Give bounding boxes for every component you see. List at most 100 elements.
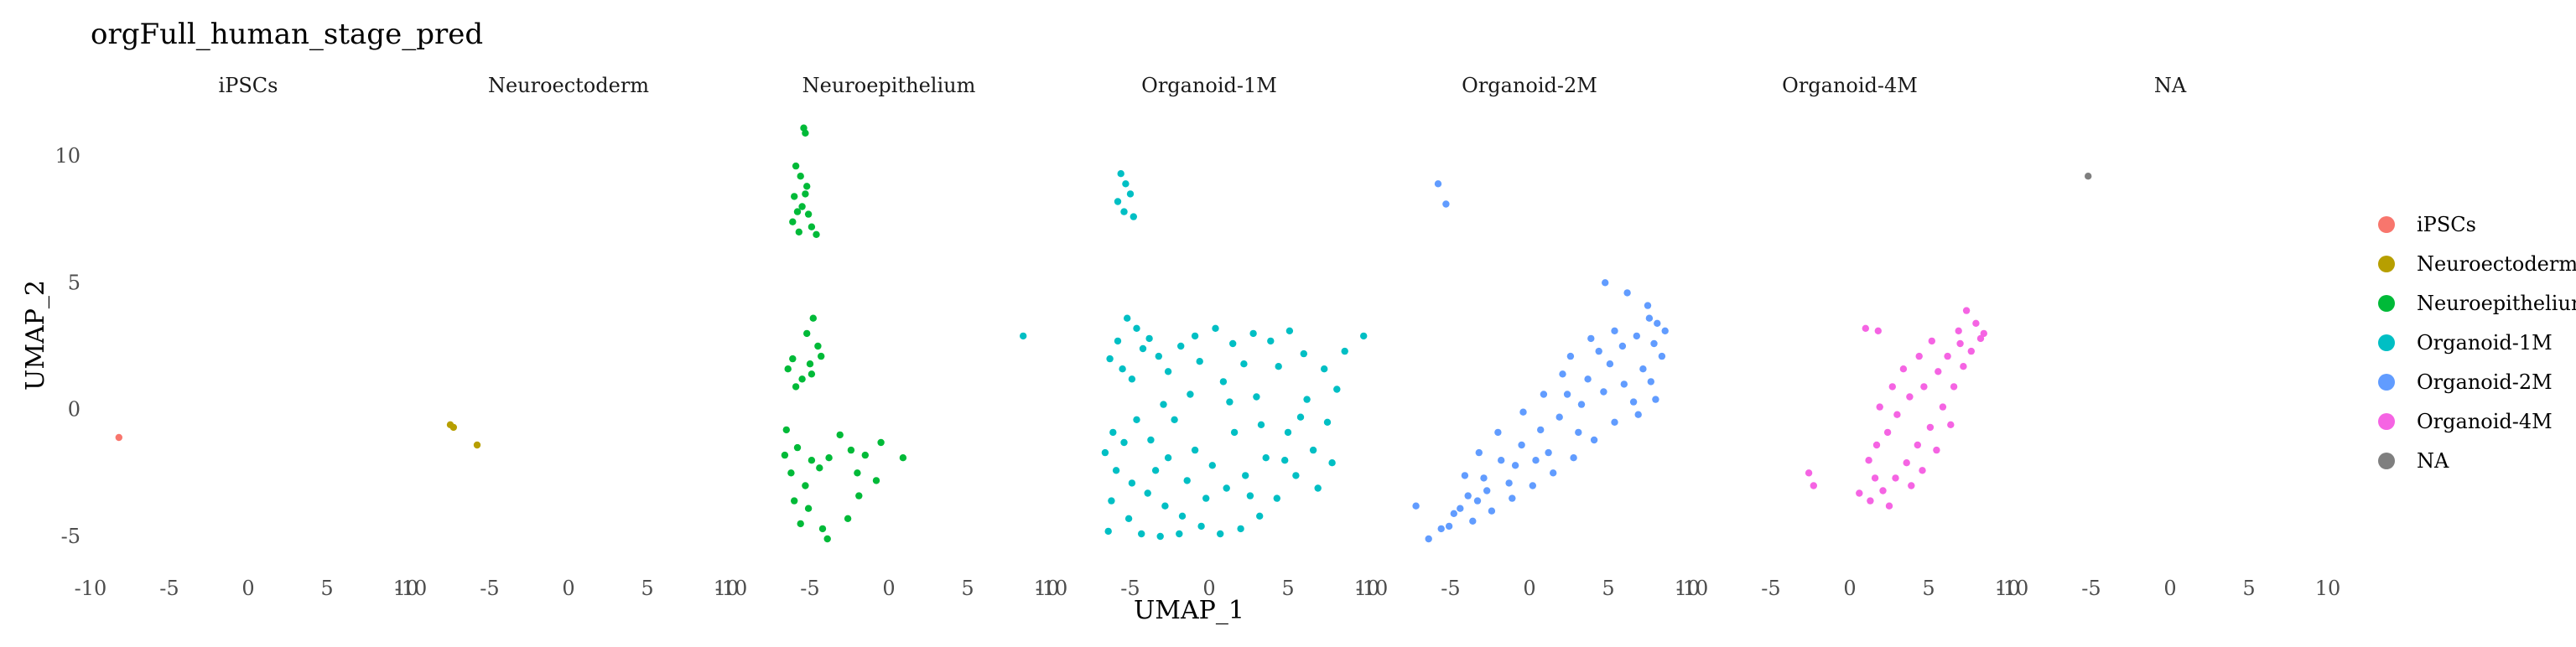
- data-point: [1865, 457, 1872, 464]
- data-point: [814, 342, 822, 350]
- data-point: [1892, 474, 1899, 482]
- data-point: [802, 482, 809, 489]
- data-point: [1856, 489, 1863, 497]
- data-point: [1253, 393, 1260, 401]
- legend-key: [2378, 453, 2395, 469]
- data-point: [1644, 302, 1652, 309]
- data-point: [802, 190, 809, 198]
- data-point: [797, 520, 804, 528]
- data-point: [1919, 467, 1926, 474]
- data-point: [1461, 472, 1469, 479]
- data-point: [1871, 474, 1879, 482]
- data-point: [1256, 512, 1264, 520]
- data-point: [1124, 314, 1131, 322]
- data-point: [1874, 327, 1882, 334]
- data-point: [1647, 378, 1655, 386]
- data-point: [1862, 324, 1869, 332]
- data-point: [1661, 327, 1669, 334]
- data-point: [899, 454, 907, 462]
- data-point: [1120, 438, 1128, 447]
- data-point: [1160, 401, 1167, 408]
- data-point: [1537, 426, 1545, 434]
- data-point: [1980, 329, 1987, 338]
- data-point: [1883, 428, 1892, 437]
- data-point: [1273, 494, 1281, 502]
- data-point: [1559, 370, 1566, 378]
- data-point: [1962, 307, 1971, 314]
- data-point: [1652, 396, 1659, 403]
- data-point: [855, 492, 863, 499]
- data-point: [1341, 347, 1348, 355]
- x-tick-label: 10: [714, 577, 740, 600]
- data-point: [795, 228, 802, 236]
- data-point: [1226, 398, 1233, 406]
- data-point: [1511, 462, 1519, 469]
- data-point: [1928, 337, 1935, 345]
- facet-labels: iPSCs Neuroectoderm Neuroepithelium Organoi…: [219, 74, 2187, 97]
- data-point: [816, 464, 823, 472]
- data-point: [1171, 416, 1178, 423]
- data-point: [2085, 173, 2092, 180]
- data-point: [1555, 413, 1563, 421]
- x-tick-label: -5: [1120, 577, 1140, 600]
- data-point: [1191, 446, 1199, 454]
- data-point: [1151, 467, 1160, 474]
- x-tick-label: 5: [1922, 577, 1935, 600]
- data-point: [1899, 365, 1908, 373]
- data-point: [1545, 448, 1552, 457]
- x-tick-label: -5: [480, 577, 499, 600]
- data-point: [1450, 510, 1458, 517]
- x-tick-label: 0: [1843, 577, 1856, 600]
- data-point: [1584, 375, 1592, 383]
- data-point: [1208, 462, 1217, 469]
- data-point: [818, 525, 827, 533]
- data-point: [1212, 324, 1219, 332]
- x-tick-label: 0: [882, 577, 895, 600]
- data-point: [1955, 327, 1962, 334]
- data-point: [1483, 487, 1491, 494]
- data-point: [1867, 497, 1874, 505]
- data-point: [1267, 337, 1275, 345]
- x-tick-label: -10: [715, 577, 748, 600]
- data-point: [1246, 492, 1254, 499]
- data-point: [854, 469, 861, 477]
- data-point: [1237, 525, 1244, 533]
- data-point: [1645, 314, 1654, 322]
- legend-key: [2378, 413, 2395, 430]
- data-point: [808, 223, 816, 230]
- data-point: [1425, 535, 1432, 543]
- facet-label-5: Organoid-4M: [1782, 74, 1918, 97]
- facet-label-1: Neuroectoderm: [488, 74, 649, 97]
- data-point: [791, 497, 798, 505]
- data-point: [1106, 355, 1114, 363]
- data-point: [1442, 200, 1450, 208]
- data-point: [825, 454, 833, 462]
- data-point: [1114, 337, 1122, 345]
- data-point: [1563, 391, 1571, 398]
- data-point: [792, 383, 800, 391]
- data-point: [1464, 492, 1472, 499]
- data-point: [793, 443, 802, 452]
- data-point: [781, 451, 789, 459]
- y-tick-label: 0: [68, 398, 80, 422]
- data-point: [1202, 494, 1210, 502]
- data-point: [803, 329, 811, 338]
- x-tick-label: 10: [1675, 577, 1701, 600]
- data-point: [1124, 515, 1133, 522]
- data-point: [793, 208, 802, 215]
- data-point: [1888, 383, 1896, 391]
- data-point: [1926, 423, 1935, 432]
- x-tick-label: 5: [1281, 577, 1294, 600]
- data-point: [1275, 363, 1282, 370]
- data-point: [1587, 334, 1595, 343]
- data-point: [1104, 527, 1112, 536]
- data-point: [449, 423, 457, 432]
- data-point: [1606, 360, 1614, 368]
- data-point: [804, 505, 813, 512]
- y-tick-label: -5: [61, 525, 80, 548]
- legend-label: Organoid-1M: [2417, 331, 2553, 355]
- data-point: [1120, 208, 1128, 215]
- y-axis-title: UMAP_2: [21, 280, 50, 391]
- data-point: [1876, 403, 1883, 411]
- data-point: [1944, 352, 1951, 360]
